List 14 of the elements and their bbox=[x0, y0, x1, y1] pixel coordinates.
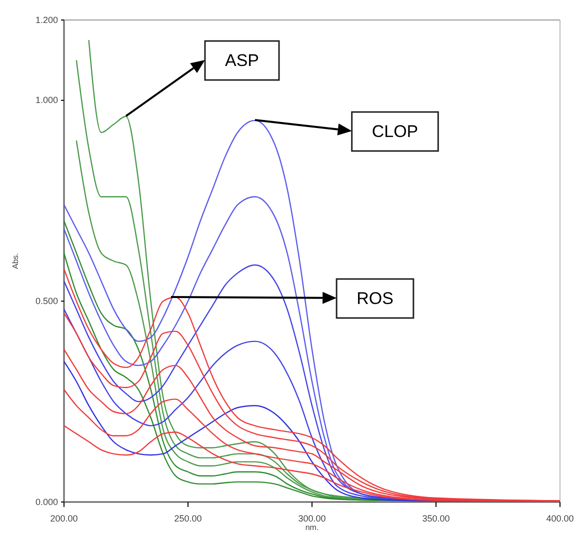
y-tick-label: 1.200 bbox=[35, 14, 58, 25]
annotation: ASP bbox=[224, 51, 260, 70]
annotation: ROS bbox=[356, 289, 394, 308]
annotation: CLOP bbox=[372, 122, 418, 141]
x-tick-label: 400.00 bbox=[546, 514, 574, 524]
x-axis-title: nm. bbox=[305, 523, 319, 532]
x-tick-label: 350.00 bbox=[422, 514, 450, 524]
y-tick-label: 1.000 bbox=[35, 95, 58, 106]
y-axis-title: Abs. bbox=[11, 252, 20, 270]
x-tick-label: 250.00 bbox=[174, 514, 202, 524]
y-tick-label: 0.500 bbox=[35, 296, 58, 306]
y-tick-label: 0.000 bbox=[35, 496, 58, 507]
x-tick-label: 300.00 bbox=[298, 514, 326, 524]
x-tick-label: 200.00 bbox=[50, 514, 78, 524]
